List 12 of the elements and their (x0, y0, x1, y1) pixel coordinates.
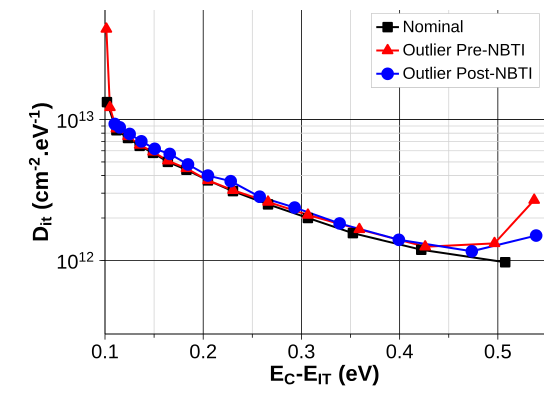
y-axis-title: D$_{it}$ (cm$^{-2}$.eV$^{-1}$) (28, 103, 52, 240)
x-tick-label: 0.2 (190, 344, 216, 358)
x-axis-title: E$_{C}$-E$_{IT}$ (eV) (270, 364, 378, 386)
y-tick-label: 10$^{12}$ (58, 252, 94, 269)
x-tick-label: 0.4 (386, 344, 413, 358)
legend-label: Nominal (404, 20, 462, 32)
legend-label: Outlier Pre-NBTI (403, 43, 524, 56)
x-tick-label: 0.3 (288, 344, 314, 358)
x-tick-label: 0.1 (92, 344, 118, 358)
x-tick-label: 0.5 (484, 344, 511, 358)
legend-label: Outlier Post-NBTI (403, 66, 532, 79)
y-tick-label: 10$^{13}$ (58, 111, 94, 128)
